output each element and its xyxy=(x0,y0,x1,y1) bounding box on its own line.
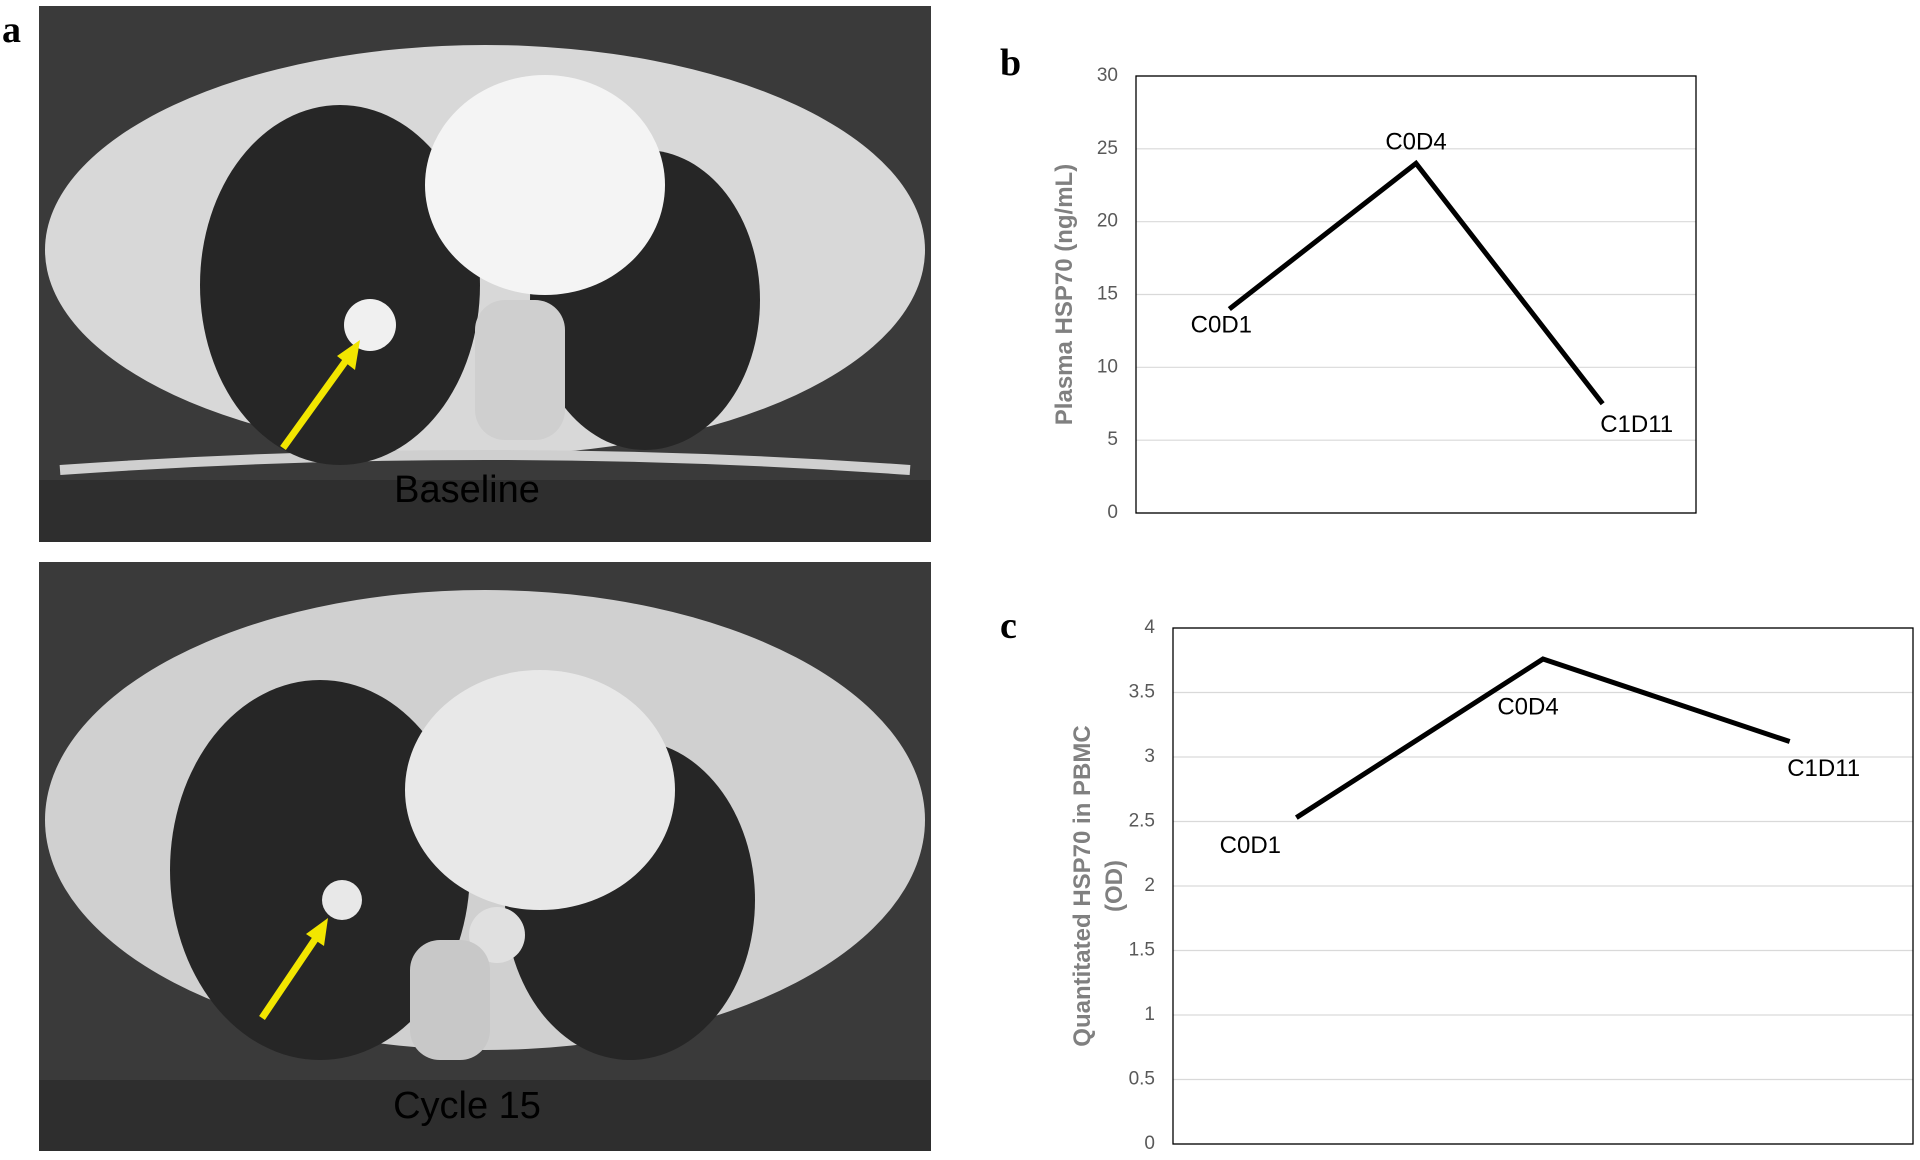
image-caption: Cycle 15 xyxy=(393,1085,541,1127)
y-tick-label: 1.5 xyxy=(1129,940,1155,961)
point-label: C0D1 xyxy=(1220,832,1281,859)
y-axis-label-line: (OD) xyxy=(1101,860,1128,912)
point-label: C1D11 xyxy=(1787,755,1860,782)
panel-label: b xyxy=(1000,42,1021,84)
y-axis-label-line: Quantitated HSP70 in PBMC xyxy=(1069,725,1096,1046)
point-label: C0D4 xyxy=(1385,129,1446,156)
y-axis-label: Plasma HSP70 (ng/mL) xyxy=(1051,164,1078,425)
y-tick-label: 1 xyxy=(1144,1004,1155,1025)
y-tick-label: 0 xyxy=(1107,502,1118,523)
y-tick-label: 0 xyxy=(1144,1133,1155,1154)
y-axis-label: Quantitated HSP70 in PBMC (OD) xyxy=(1069,725,1128,1046)
y-tick-label: 4 xyxy=(1144,617,1155,638)
y-tick-label: 30 xyxy=(1097,65,1118,86)
data-line xyxy=(1294,656,1791,820)
data-line xyxy=(1227,159,1605,406)
y-tick-label: 2 xyxy=(1144,875,1155,896)
ct-image: Cycle 15 xyxy=(39,562,931,1151)
y-tick-label: 20 xyxy=(1097,211,1118,232)
ct-image: Baseline xyxy=(39,6,931,542)
y-tick-label: 25 xyxy=(1097,138,1118,159)
image-caption: Baseline xyxy=(394,469,540,511)
y-tick-label: 0.5 xyxy=(1129,1069,1155,1090)
panel-label: a xyxy=(2,9,21,51)
point-label: C0D4 xyxy=(1497,693,1558,720)
point-label: C0D1 xyxy=(1191,311,1252,338)
y-tick-label: 3.5 xyxy=(1129,682,1155,703)
plot-frame xyxy=(1172,627,1914,1145)
y-tick-label: 3 xyxy=(1144,746,1155,767)
point-label: C1D11 xyxy=(1600,411,1673,438)
panel-label: c xyxy=(1000,605,1017,647)
y-tick-label: 10 xyxy=(1097,356,1118,377)
y-tick-label: 5 xyxy=(1107,429,1118,450)
plot-frame xyxy=(1135,75,1697,514)
y-tick-label: 2.5 xyxy=(1129,811,1155,832)
y-tick-label: 15 xyxy=(1097,284,1118,305)
